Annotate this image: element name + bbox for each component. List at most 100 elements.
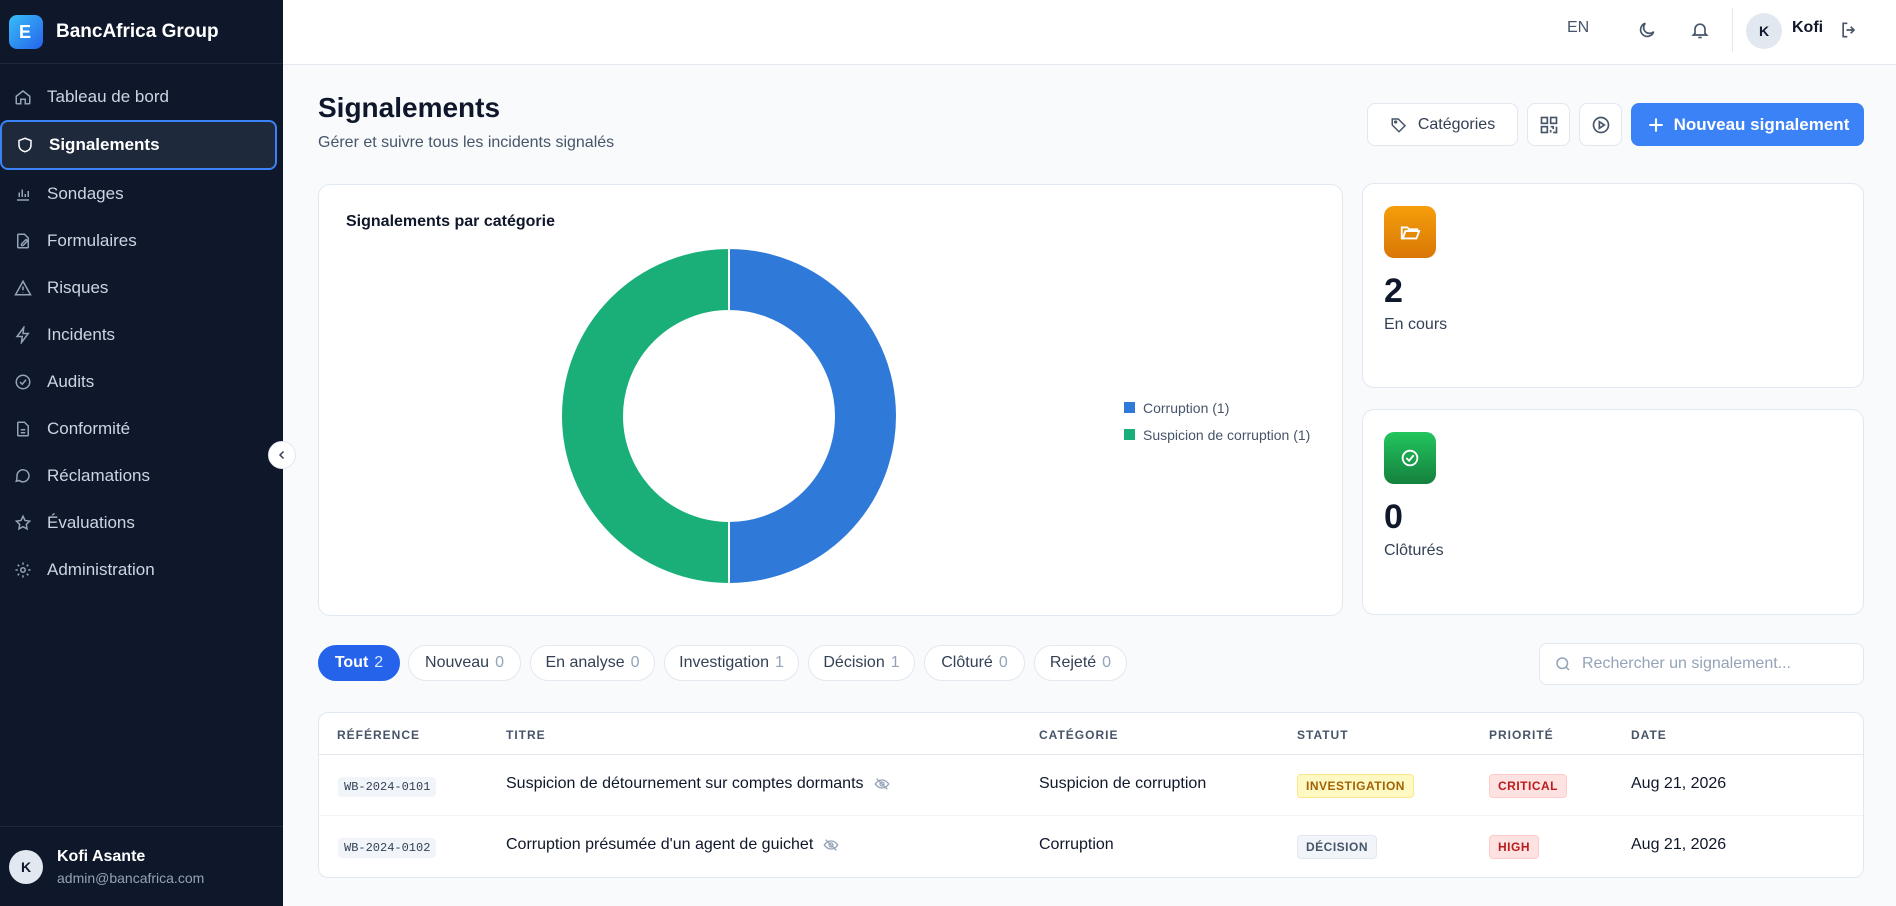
- sidebar-item-audits[interactable]: Audits: [0, 358, 277, 405]
- table-row[interactable]: WB-2024-0101 Suspicion de détournement s…: [319, 755, 1863, 816]
- collapse-sidebar-button[interactable]: [268, 441, 296, 469]
- sidebar-item-administration[interactable]: Administration: [0, 546, 277, 593]
- priority-badge: CRITICAL: [1489, 774, 1567, 798]
- donut-slice[interactable]: [728, 246, 898, 586]
- message-icon: [13, 466, 33, 486]
- column-header[interactable]: RÉFÉRENCE: [337, 728, 421, 742]
- sidebar-item-label: Évaluations: [47, 512, 135, 532]
- filter-count: 2: [374, 654, 384, 671]
- sidebar-item-conformite[interactable]: Conformité: [0, 405, 277, 452]
- status-badge: DÉCISION: [1297, 835, 1378, 859]
- title-cell[interactable]: Suspicion de détournement sur comptes do…: [506, 775, 890, 793]
- reference-cell: WB-2024-0101: [338, 777, 437, 797]
- chart-legend: Corruption (1) Suspicion de corruption (1…: [1124, 394, 1310, 448]
- tag-icon: [1391, 117, 1406, 133]
- priority-badge: HIGH: [1489, 835, 1539, 859]
- sidebar-item-reclamations[interactable]: Réclamations: [0, 452, 277, 499]
- lightning-icon: [13, 325, 33, 345]
- search-input[interactable]: [1582, 655, 1852, 673]
- home-icon: [13, 87, 33, 107]
- sidebar-item-label: Sondages: [47, 183, 124, 203]
- search-box: [1539, 643, 1864, 685]
- qr-code-button[interactable]: [1527, 103, 1570, 146]
- eye-off-icon: [874, 776, 890, 792]
- avatar[interactable]: K: [1746, 13, 1782, 49]
- plus-icon: [1648, 117, 1663, 132]
- filter-chip-investigation[interactable]: Investigation 1: [664, 645, 799, 681]
- category-cell: Suspicion de corruption: [1039, 775, 1207, 792]
- new-report-button[interactable]: Nouveau signalement: [1631, 103, 1864, 146]
- topbar-user-name[interactable]: Kofi: [1792, 19, 1824, 36]
- form-edit-icon: [13, 231, 33, 251]
- filter-label: Décision: [823, 654, 885, 671]
- column-header[interactable]: DATE: [1631, 728, 1667, 742]
- stat-label: Clôturés: [1384, 542, 1444, 559]
- filter-chip-rejete[interactable]: Rejeté 0: [1034, 645, 1127, 681]
- sidebar-item-risques[interactable]: Risques: [0, 264, 277, 311]
- shield-icon: [15, 135, 35, 155]
- avatar: K: [9, 849, 43, 884]
- stat-value: 2: [1384, 272, 1403, 310]
- filter-chip-nouveau[interactable]: Nouveau 0: [408, 645, 521, 681]
- logout-icon[interactable]: [1837, 18, 1861, 42]
- report-title: Suspicion de détournement sur comptes do…: [506, 775, 864, 792]
- play-button[interactable]: [1579, 103, 1622, 146]
- sidebar-item-sondages[interactable]: Sondages: [0, 170, 277, 217]
- sidebar-item-label: Administration: [47, 559, 155, 579]
- table-row[interactable]: WB-2024-0102 Corruption présumée d'un ag…: [319, 816, 1863, 877]
- stat-card-in-progress: 2 En cours: [1362, 183, 1864, 388]
- column-header[interactable]: PRIORITÉ: [1489, 728, 1554, 742]
- legend-swatch: [1124, 402, 1135, 413]
- date-cell: Aug 21, 2026: [1631, 775, 1727, 792]
- donut-chart: [560, 246, 898, 586]
- chart-title: Signalements par catégorie: [346, 213, 555, 230]
- sidebar-item-incidents[interactable]: Incidents: [0, 311, 277, 358]
- filter-chip-decision[interactable]: Décision 1: [808, 645, 915, 681]
- bar-chart-icon: [13, 184, 33, 204]
- play-circle-icon: [1592, 116, 1609, 133]
- filter-label: Investigation: [679, 654, 769, 671]
- moon-icon[interactable]: [1635, 18, 1659, 42]
- bell-icon[interactable]: [1688, 18, 1712, 42]
- filter-count: 1: [890, 654, 900, 671]
- sidebar-item-evaluations[interactable]: Évaluations: [0, 499, 277, 546]
- filter-chip-en-analyse[interactable]: En analyse 0: [530, 645, 655, 681]
- sidebar-item-label: Formulaires: [47, 230, 137, 250]
- user-email: admin@bancafrica.com: [57, 869, 205, 886]
- filter-count: 0: [998, 654, 1008, 671]
- legend-item[interactable]: Corruption (1): [1124, 394, 1310, 421]
- new-report-button-label: Nouveau signalement: [1673, 114, 1850, 134]
- search-icon: [1556, 657, 1570, 671]
- column-header[interactable]: CATÉGORIE: [1039, 728, 1119, 742]
- categories-button-label: Catégories: [1417, 115, 1496, 133]
- topbar-divider: [1732, 8, 1733, 52]
- title-cell[interactable]: Corruption présumée d'un agent de guiche…: [506, 836, 839, 854]
- reference-cell: WB-2024-0102: [338, 838, 437, 858]
- legend-swatch: [1124, 429, 1135, 440]
- donut-slice[interactable]: [560, 246, 730, 586]
- filter-label: Nouveau: [425, 654, 490, 671]
- filter-label: En analyse: [545, 654, 625, 671]
- warning-icon: [13, 278, 33, 298]
- filter-chip-cloture[interactable]: Clôturé 0: [924, 645, 1025, 681]
- filter-label: Clôturé: [941, 654, 993, 671]
- stat-label: En cours: [1384, 316, 1448, 333]
- page-subtitle: Gérer et suivre tous les incidents signa…: [318, 134, 615, 151]
- sidebar-user[interactable]: K Kofi Asante admin@bancafrica.com: [0, 826, 283, 906]
- sidebar-item-tableau-de-bord[interactable]: Tableau de bord: [0, 73, 277, 120]
- sidebar: E BancAfrica Group Tableau de bord Signa…: [0, 0, 283, 906]
- brand-name: BancAfrica Group: [56, 20, 219, 42]
- column-header[interactable]: STATUT: [1297, 728, 1349, 742]
- svg-text:E: E: [19, 22, 31, 42]
- sidebar-item-signalements[interactable]: Signalements: [0, 120, 277, 170]
- language-switcher[interactable]: EN: [1567, 19, 1590, 36]
- filter-chip-tout[interactable]: Tout 2: [318, 645, 400, 681]
- brand[interactable]: E BancAfrica Group: [0, 0, 283, 64]
- sidebar-item-formulaires[interactable]: Formulaires: [0, 217, 277, 264]
- legend-label: Corruption (1): [1143, 399, 1230, 416]
- categories-button[interactable]: Catégories: [1367, 103, 1518, 146]
- column-header[interactable]: TITRE: [506, 728, 546, 742]
- legend-item[interactable]: Suspicion de corruption (1): [1124, 421, 1310, 448]
- folder-open-icon: [1384, 206, 1436, 258]
- user-name: Kofi Asante: [57, 847, 146, 865]
